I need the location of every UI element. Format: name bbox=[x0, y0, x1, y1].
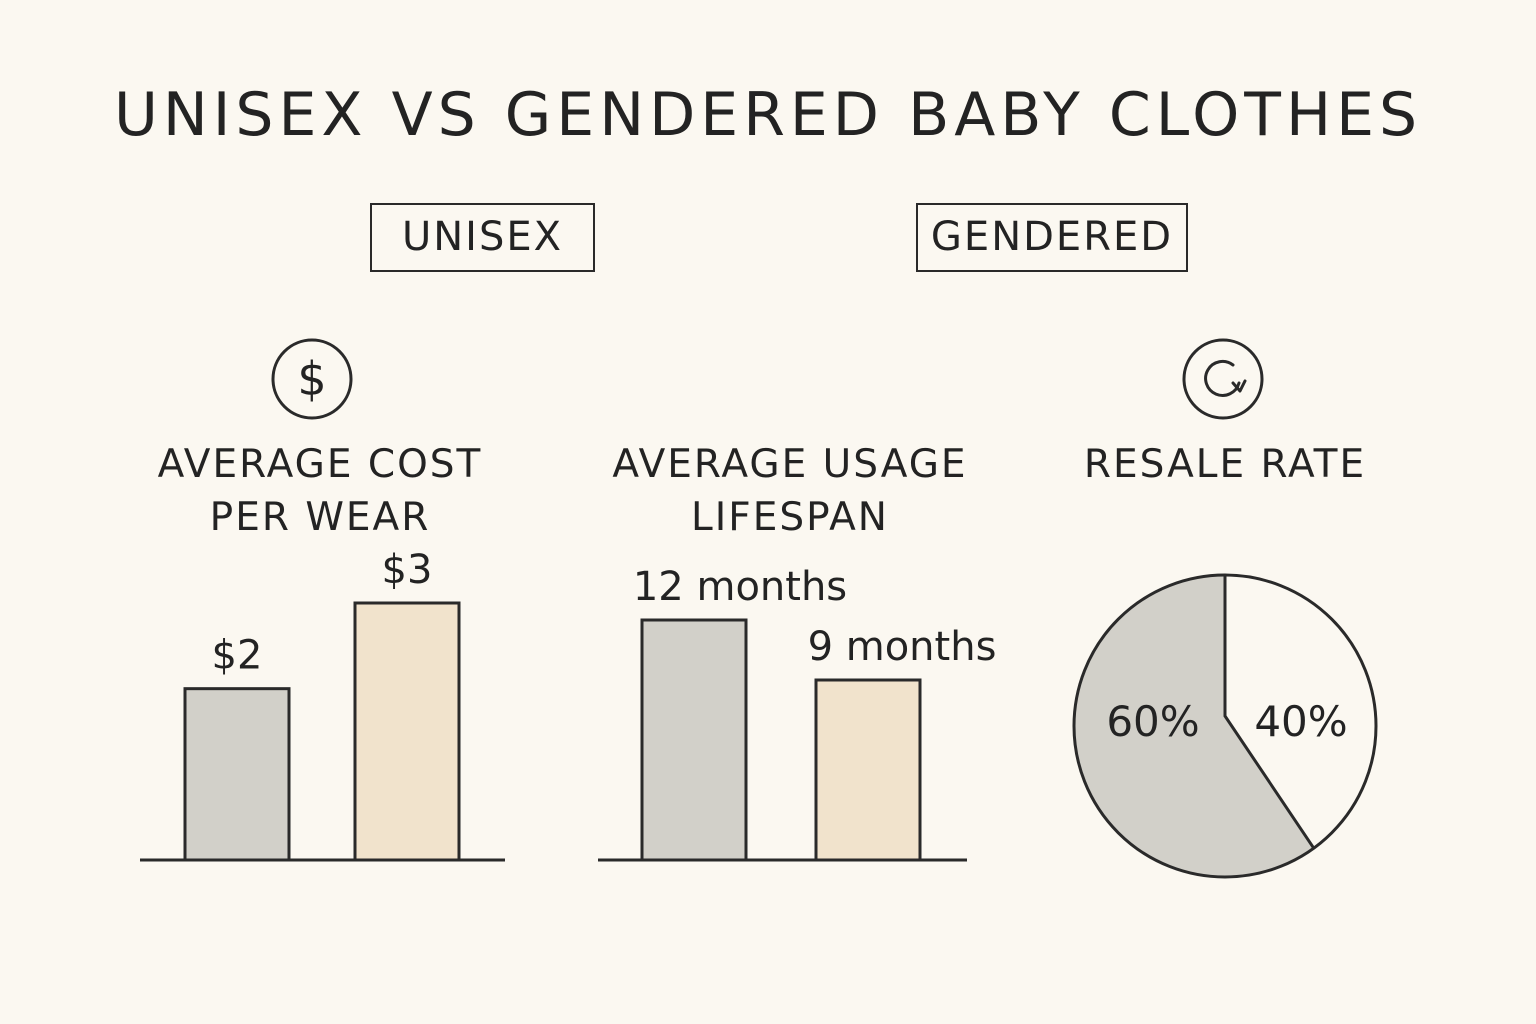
chart-title-cost: AVERAGE COST PER WEAR bbox=[130, 438, 510, 544]
chart-title-cost-line-2: PER WEAR bbox=[209, 495, 431, 540]
refresh-icon bbox=[1181, 337, 1265, 421]
pie-dividers bbox=[1223, 575, 1316, 849]
svg-text:$: $ bbox=[297, 352, 326, 406]
chart-title-resale: RESALE RATE bbox=[1060, 438, 1390, 491]
lifespan-value-label-gendered: 9 months bbox=[808, 624, 997, 670]
chart-title-lifespan-line-2: LIFESPAN bbox=[691, 495, 889, 540]
cost-value-label-unisex: $2 bbox=[212, 633, 263, 679]
pie-label-gendered: 40% bbox=[1254, 697, 1347, 746]
cost-bar-unisex bbox=[183, 687, 291, 862]
pie-slice-unisex bbox=[1073, 574, 1314, 877]
page-title: UNISEX VS GENDERED BABY CLOTHES bbox=[113, 80, 1423, 150]
legend-unisex: UNISEX bbox=[370, 203, 595, 272]
dollar-icon: $ bbox=[270, 337, 354, 421]
chart-title-resale-line-1: RESALE RATE bbox=[1083, 442, 1367, 487]
pie-slice-gendered bbox=[1225, 575, 1376, 849]
chart-title-cost-line-1: AVERAGE COST bbox=[157, 442, 483, 487]
lifespan-value-label-unisex: 12 months bbox=[633, 564, 847, 610]
chart-title-lifespan-line-1: AVERAGE USAGE bbox=[612, 442, 968, 487]
cost-bar-gendered bbox=[353, 601, 461, 862]
lifespan-bar-gendered bbox=[814, 678, 922, 862]
legend-gendered: GENDERED bbox=[916, 203, 1188, 272]
pie-label-unisex: 60% bbox=[1106, 697, 1199, 746]
chart-title-lifespan: AVERAGE USAGE LIFESPAN bbox=[580, 438, 1000, 544]
lifespan-bar-unisex bbox=[640, 618, 748, 862]
cost-value-label-gendered: $3 bbox=[382, 547, 433, 593]
